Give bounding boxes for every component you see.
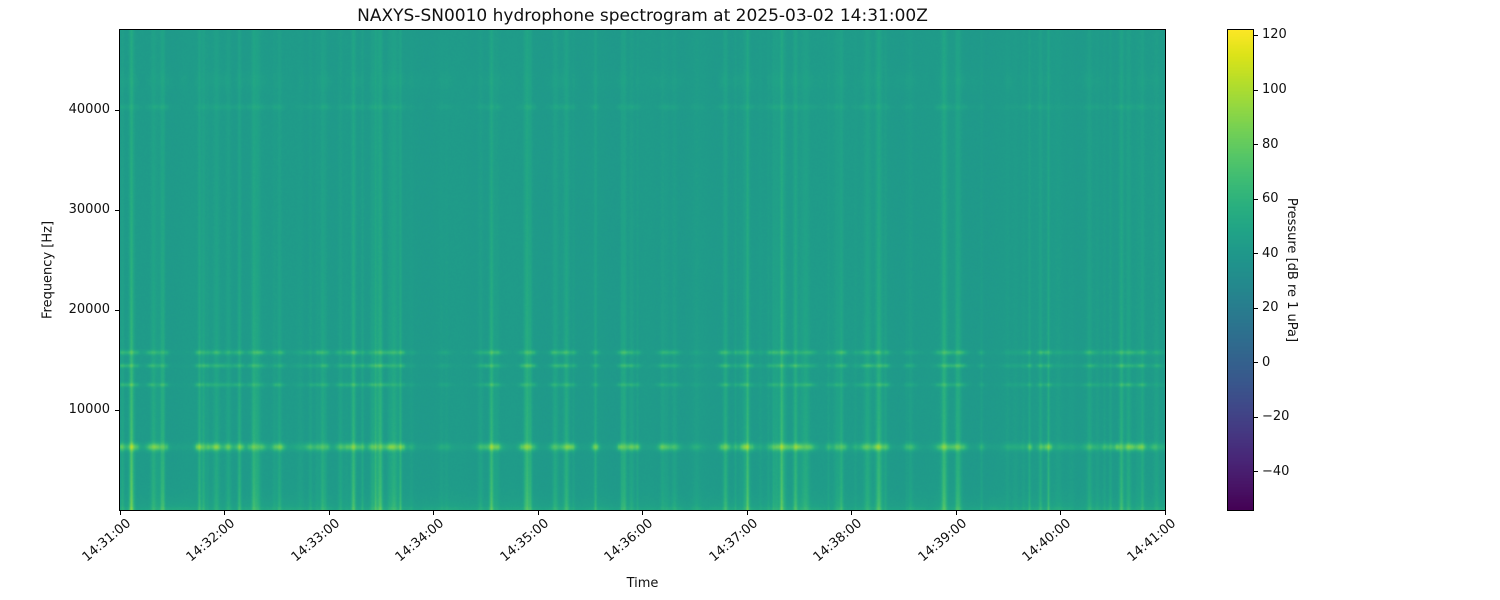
x-axis-label: Time [626, 576, 659, 591]
colorbar-tick-label: 60 [1262, 191, 1279, 207]
colorbar-tick-label: 120 [1262, 27, 1287, 43]
y-tick-label: 30000 [68, 202, 110, 217]
x-tick-mark [433, 511, 434, 515]
x-tick-label: 14:39:00 [915, 516, 970, 566]
x-tick-label: 14:40:00 [1019, 516, 1075, 566]
x-tick-label: 14:33:00 [288, 516, 343, 566]
x-tick-mark [955, 511, 957, 515]
x-tick-mark [224, 511, 225, 515]
colorbar-tick-label: −20 [1262, 409, 1290, 425]
y-tick-mark [115, 309, 119, 311]
colorbar-tick-mark [1254, 144, 1258, 146]
x-tick-mark [851, 511, 852, 515]
colorbar-tick-mark [1254, 362, 1258, 364]
x-tick-mark [537, 511, 539, 515]
colorbar-tick-mark [1254, 34, 1258, 36]
chart-title: NAXYS-SN0010 hydrophone spectrogram at 2… [357, 6, 928, 26]
y-tick-label: 10000 [68, 402, 110, 417]
colorbar-gradient [1228, 30, 1253, 510]
x-tick-mark [642, 511, 643, 515]
x-tick-label: 14:34:00 [392, 516, 448, 566]
colorbar-tick-label: 100 [1262, 82, 1287, 97]
colorbar-tick-label: 40 [1262, 245, 1279, 261]
colorbar-tick-mark [1254, 253, 1258, 255]
x-tick-label: 14:36:00 [601, 516, 657, 566]
y-axis-label: Frequency [Hz] [40, 220, 56, 320]
x-tick-mark [1164, 511, 1166, 515]
x-tick-mark [328, 511, 330, 515]
spectrogram-heatmap [120, 30, 1165, 510]
x-tick-label: 14:38:00 [810, 516, 866, 566]
colorbar-tick-label: −40 [1262, 463, 1290, 479]
colorbar [1227, 29, 1254, 511]
x-tick-mark [746, 511, 748, 515]
y-tick-label: 20000 [68, 302, 110, 317]
y-tick-label: 40000 [68, 102, 110, 117]
colorbar-tick-label: 20 [1262, 300, 1279, 316]
colorbar-tick-label: 80 [1262, 136, 1279, 152]
x-tick-label: 14:41:00 [1124, 516, 1179, 566]
x-tick-label: 14:37:00 [706, 516, 761, 566]
colorbar-tick-label: 0 [1262, 354, 1271, 370]
x-tick-mark [1060, 511, 1061, 515]
x-tick-label: 14:32:00 [183, 516, 239, 566]
y-tick-mark [115, 109, 119, 111]
colorbar-tick-mark [1254, 471, 1258, 473]
colorbar-label: Pressure [dB re 1 uPa] [1284, 197, 1299, 343]
colorbar-tick-mark [1254, 198, 1258, 200]
y-tick-mark [115, 409, 119, 411]
y-tick-mark [115, 209, 119, 211]
x-tick-mark [119, 511, 121, 515]
x-tick-label: 14:31:00 [79, 516, 134, 566]
colorbar-tick-mark [1254, 89, 1258, 91]
x-tick-label: 14:35:00 [497, 516, 552, 566]
colorbar-tick-mark [1254, 307, 1258, 309]
colorbar-tick-mark [1254, 416, 1258, 418]
